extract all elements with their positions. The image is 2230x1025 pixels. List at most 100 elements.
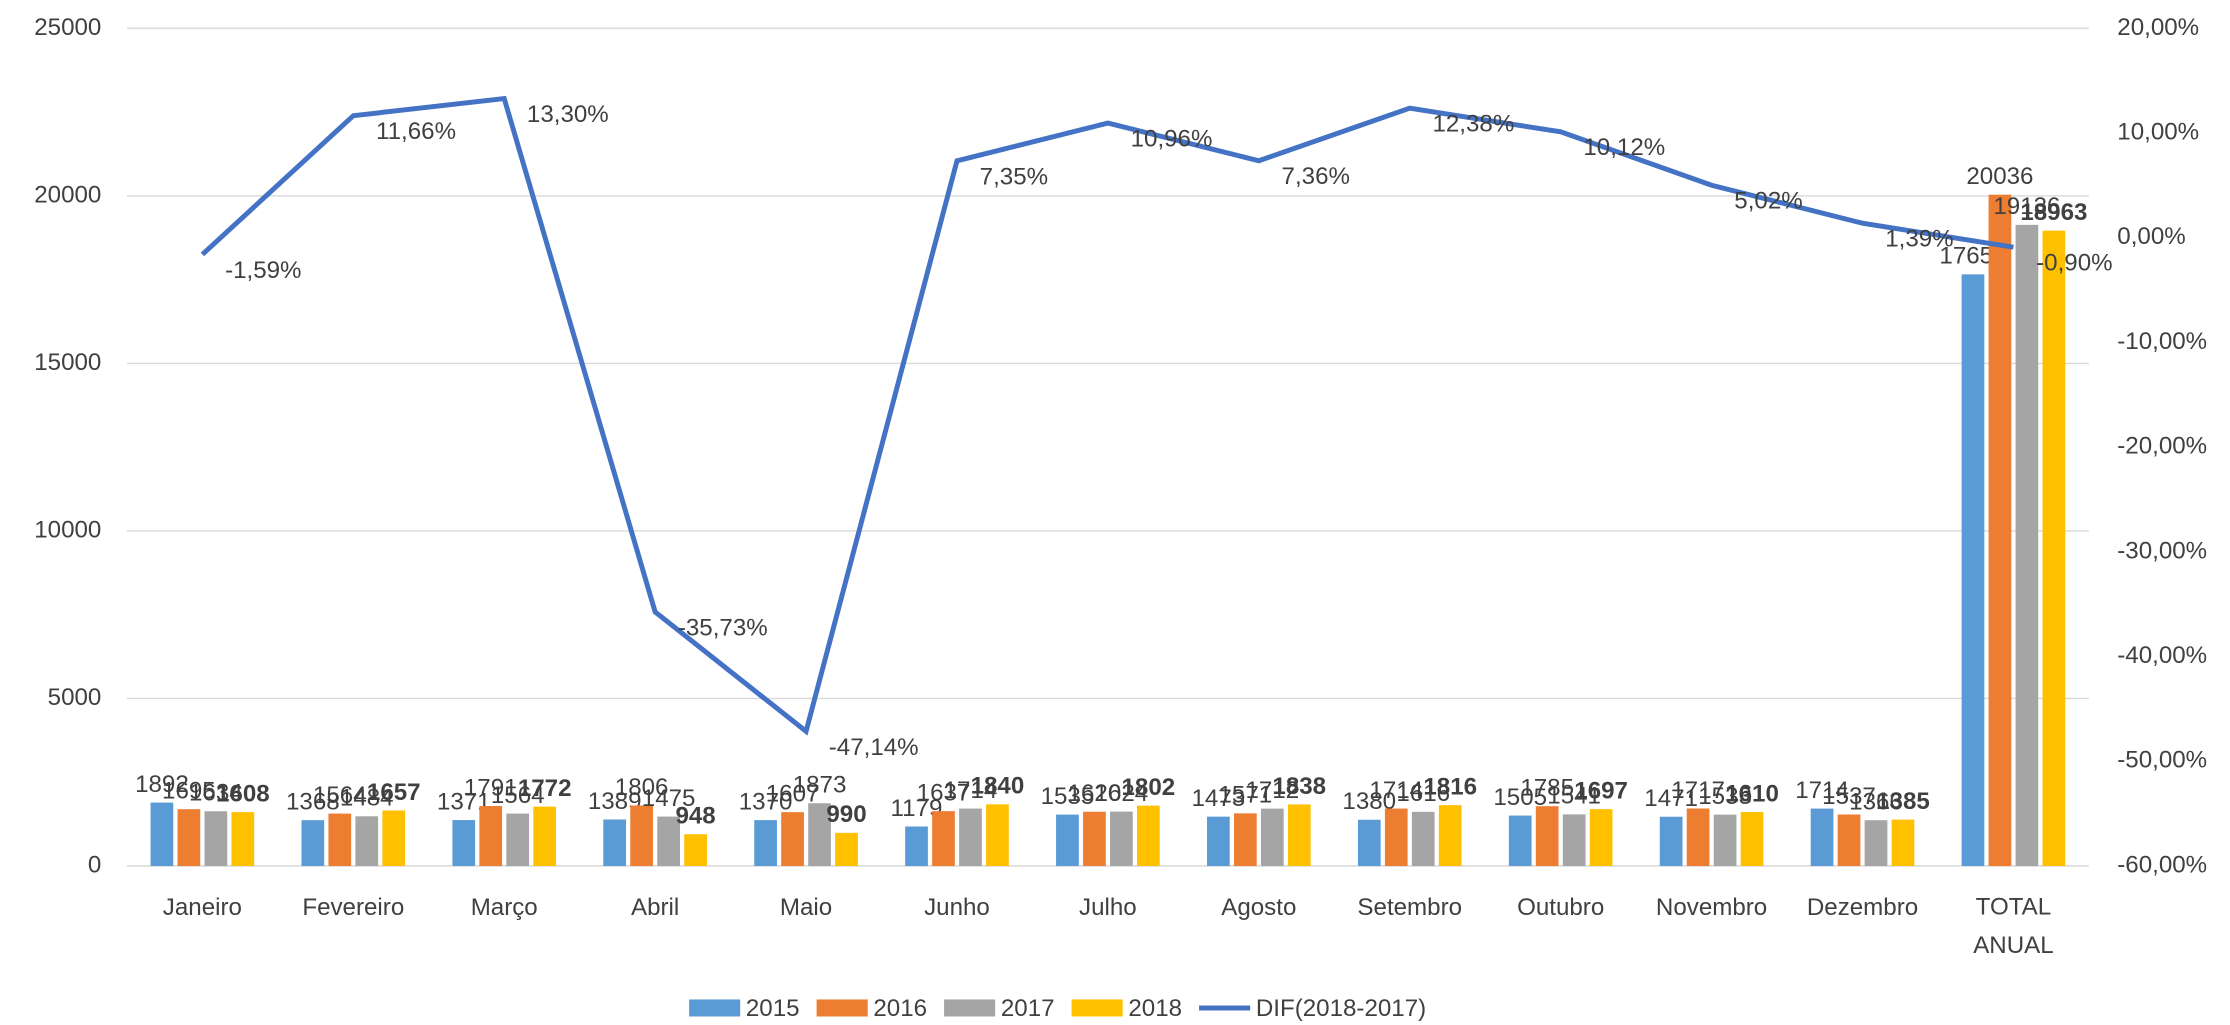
bar-value-label: 1608 <box>216 780 270 807</box>
bar <box>1287 804 1311 866</box>
bar <box>1137 805 1160 866</box>
bar-value-label: 1370 <box>739 788 793 815</box>
bar <box>231 812 255 866</box>
y2-tick-label: -10,00% <box>2117 328 2207 355</box>
line-value-label: 7,35% <box>980 163 1048 190</box>
bar-value-label: 948 <box>675 803 715 830</box>
line-value-label: 12,38% <box>1432 111 1514 138</box>
bar <box>808 803 831 866</box>
bar <box>1810 808 1834 866</box>
y2-tick-label: -60,00% <box>2117 851 2207 878</box>
bar <box>1508 815 1532 866</box>
bar-value-label: 1535 <box>1041 783 1095 810</box>
bar <box>1988 194 2012 866</box>
y2-tick-label: 20,00% <box>2117 14 2199 41</box>
legend-swatch <box>944 999 996 1017</box>
bar <box>177 809 201 866</box>
bar-value-label: 1537 <box>1822 783 1876 810</box>
bar-value-label: 1533 <box>1698 783 1752 810</box>
legend-item: 2016 <box>816 995 927 1022</box>
bar-value-label: 1634 <box>189 780 243 807</box>
bar-value-label: 1620 <box>1068 780 1122 807</box>
bar <box>301 820 325 866</box>
bar <box>1535 806 1559 866</box>
bar-value-label: 1840 <box>971 773 1025 800</box>
bar <box>2042 230 2066 866</box>
line-value-label: 11,66% <box>376 118 456 145</box>
bar-value-label: 1695 <box>162 778 216 805</box>
bar <box>1659 816 1683 866</box>
bar-value-label: 1610 <box>1725 780 1779 807</box>
x-tick-label: TOTAL ANUAL <box>1973 894 2053 959</box>
x-tick-label: Setembro <box>1357 894 1462 921</box>
bar <box>905 826 928 866</box>
y-tick-label: 10000 <box>34 516 101 543</box>
bar <box>1110 811 1133 866</box>
y2-tick-label: -50,00% <box>2117 747 2207 774</box>
bar <box>328 813 352 866</box>
legend-item: DIF(2018-2017) <box>1199 995 1426 1022</box>
bar <box>835 832 858 866</box>
y2-tick-label: 0,00% <box>2117 223 2185 250</box>
bar <box>479 805 503 866</box>
line-value-label: -47,14% <box>829 734 919 761</box>
bar-value-label: 1366 <box>1849 789 1903 816</box>
legend-swatch <box>689 999 741 1017</box>
bar-value-label: 1816 <box>1423 773 1477 800</box>
x-tick-label: Dezembro <box>1807 894 1918 921</box>
bar <box>1083 811 1106 866</box>
y-tick-label: 25000 <box>34 14 101 41</box>
y2-tick-label: -40,00% <box>2117 642 2207 669</box>
bar <box>1207 816 1230 866</box>
legend-swatch <box>1071 999 1123 1017</box>
bar-value-label: 1714 <box>944 777 998 804</box>
legend-item: 2015 <box>689 995 800 1022</box>
bar <box>382 810 406 866</box>
x-tick-label: Março <box>471 894 538 921</box>
bar <box>986 804 1009 866</box>
bar <box>630 805 654 866</box>
bar <box>1260 808 1284 866</box>
bar <box>1686 808 1710 866</box>
line-value-label: 10,96% <box>1131 125 1213 152</box>
bar <box>1438 805 1462 866</box>
x-tick-label: Maio <box>780 894 832 921</box>
bar-value-label: 1475 <box>642 785 696 812</box>
bar <box>781 812 804 866</box>
bar-value-label: 1717 <box>1671 777 1725 804</box>
bar <box>1891 819 1915 866</box>
bar <box>603 819 627 866</box>
bar <box>1562 814 1586 866</box>
bar <box>1056 814 1079 866</box>
bar <box>2015 224 2039 866</box>
bar-value-label: 1616 <box>1396 780 1450 807</box>
bar <box>1233 813 1257 866</box>
bar <box>1837 814 1861 866</box>
legend-item: 2017 <box>944 995 1055 1022</box>
bar-value-label: 1564 <box>491 782 545 809</box>
y2-tick-label: 10,00% <box>2117 118 2199 145</box>
line-value-label: -35,73% <box>678 614 768 641</box>
x-tick-label: Fevereiro <box>302 894 404 921</box>
bar <box>1864 820 1888 866</box>
bar-value-label: 1484 <box>340 785 394 812</box>
line-value-label: -0,90% <box>2036 250 2112 277</box>
x-tick-label: Outubro <box>1517 894 1604 921</box>
bar-value-label: 1892 <box>135 771 189 798</box>
y2-tick-label: -20,00% <box>2117 433 2207 460</box>
legend-label: 2015 <box>746 995 800 1022</box>
line <box>200 95 2014 736</box>
x-tick-line: TOTAL <box>1976 894 2052 921</box>
bar <box>1961 274 1985 866</box>
bar-value-label: 1637 <box>917 779 971 806</box>
bar-value-label: 1697 <box>1574 777 1628 804</box>
x-tick-label: Junho <box>924 894 990 921</box>
bar-value-label: 1368 <box>286 789 340 816</box>
bar <box>1589 809 1613 866</box>
bar <box>959 808 982 866</box>
bar-value-label: 18963 <box>2020 199 2087 226</box>
legend-swatch <box>816 999 868 1017</box>
bar-value-label: 1806 <box>615 774 669 801</box>
bar-value-label: 1607 <box>766 780 820 807</box>
